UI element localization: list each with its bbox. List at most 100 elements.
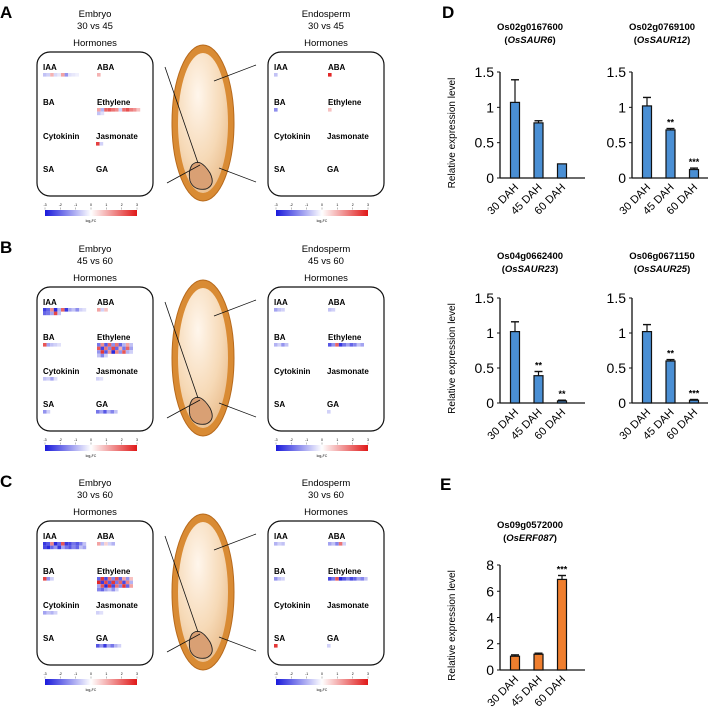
y-tick-label: 0.5: [475, 135, 495, 151]
color-scale-tick: -1: [74, 672, 77, 676]
significance-label: **: [667, 349, 675, 359]
heatmap-cell: [100, 308, 105, 312]
y-tick-label: 1.5: [607, 290, 627, 306]
hormone-label-jasmonate: Jasmonate: [327, 132, 369, 141]
bar-chart-ossaur12: Os02g0769100(OsSAUR12)00.511.530 DAH**45…: [607, 22, 708, 217]
heatmap-cell: [125, 346, 130, 351]
hormone-label-ba: BA: [43, 567, 55, 576]
heatmap-cell: [327, 644, 331, 648]
color-scale-tick: 2: [121, 672, 123, 676]
heatmap-cell: [100, 343, 105, 347]
heatmap-cell: [46, 343, 51, 347]
heatmap-cell: [111, 580, 115, 585]
heatmap-cell: [342, 577, 346, 581]
heatmap-cell: [106, 410, 111, 414]
y-axis-label: Relative expression level: [447, 78, 458, 189]
color-scale-tick: 3: [136, 672, 138, 676]
heatmap-cell: [82, 308, 87, 312]
pointer-line: [164, 301, 199, 399]
color-scale-bar: [45, 210, 137, 216]
hormone-label-ba: BA: [43, 333, 55, 342]
color-scale-tick: -2: [59, 438, 62, 442]
heatmap-cell: [277, 542, 282, 546]
chart-subtitle: (OsSAUR6): [504, 35, 555, 46]
paren: (: [634, 35, 638, 46]
significance-label: **: [558, 389, 566, 399]
heatmap-cell: [53, 343, 58, 347]
hormone-label-cytokinin: Cytokinin: [43, 132, 80, 141]
chart-subtitle: (OsSAUR25): [634, 264, 691, 275]
heatmap-cell: [129, 346, 133, 351]
bar: [509, 655, 521, 671]
color-scale-tick: -2: [290, 672, 293, 676]
heatmap-cell: [114, 644, 118, 648]
heatmap-cell: [61, 545, 65, 550]
tissue-title: Embryo: [79, 9, 112, 20]
heatmap-cell: [104, 577, 108, 581]
hormone-label-iaa: IAA: [43, 532, 57, 541]
heatmap-cell: [118, 580, 123, 585]
heatmap-cell: [71, 308, 76, 312]
heatmap-cell: [53, 377, 58, 381]
heatmap-cell: [281, 343, 285, 347]
heatmap-cell: [46, 542, 51, 546]
heatmap-cell: [356, 577, 361, 581]
heatmap-cell: [104, 542, 108, 546]
heatmap-cell: [68, 308, 72, 312]
significance-label: **: [667, 118, 675, 128]
hormone-label-ethylene: Ethylene: [97, 333, 131, 342]
heatmap-cell: [118, 577, 123, 581]
heatmap-cell: [71, 73, 76, 77]
heatmap-cell: [100, 584, 105, 588]
heatmap-cell: [118, 350, 123, 354]
color-scale-bar: [276, 679, 368, 685]
hormone-label-sa: SA: [43, 400, 54, 409]
color-scale-label: log₂FC: [317, 454, 328, 458]
heatmap-cell: [57, 343, 61, 347]
hormones-heading: Hormones: [73, 507, 117, 518]
heatmap-cell: [328, 73, 332, 77]
heatmap-cell: [43, 308, 47, 312]
paren: ): [555, 264, 558, 275]
paren: (: [634, 264, 638, 275]
y-tick-label: 1: [618, 99, 626, 115]
heatmap-cell: [274, 108, 278, 112]
bar: [641, 331, 653, 404]
heatmap-cell: [46, 577, 51, 581]
hormone-label-iaa: IAA: [43, 63, 57, 72]
heatmap-cell: [115, 577, 119, 581]
color-scale-tick: 2: [352, 672, 354, 676]
heatmap-cell: [43, 311, 47, 316]
hormone-label-cytokinin: Cytokinin: [274, 367, 311, 376]
heatmap-cell: [75, 73, 79, 77]
heatmap-cell: [82, 542, 87, 546]
heatmap-cell: [125, 580, 130, 585]
heatmap-cell: [61, 73, 65, 77]
heatmap-cell: [53, 73, 58, 77]
hormone-label-ba: BA: [274, 567, 286, 576]
heatmap-cell: [46, 611, 51, 615]
hormone-label-cytokinin: Cytokinin: [274, 601, 311, 610]
y-tick-label: 8: [486, 557, 494, 573]
chart-title: Os09g0572000: [497, 520, 563, 531]
panel-letter: C: [0, 472, 12, 491]
heatmap-cell: [349, 577, 354, 581]
heatmap-cell: [46, 410, 51, 414]
color-scale-bar: [276, 210, 368, 216]
heatmap-cell: [79, 308, 83, 312]
heatmap-cell: [43, 542, 47, 546]
paren: ): [687, 264, 690, 275]
heatmap-cell: [115, 108, 119, 112]
color-scale-tick: -2: [59, 672, 62, 676]
color-scale-tick: 1: [336, 438, 338, 442]
heatmap-cell: [328, 542, 332, 546]
hormone-label-jasmonate: Jasmonate: [327, 367, 369, 376]
hormone-label-aba: ABA: [328, 532, 346, 541]
hormone-label-aba: ABA: [97, 63, 115, 72]
comparison-label: 30 vs 60: [77, 490, 113, 501]
hormone-label-ethylene: Ethylene: [97, 98, 131, 107]
heatmap-cell: [122, 580, 126, 585]
heatmap-cell: [53, 311, 58, 316]
heatmap-cell: [46, 73, 51, 77]
